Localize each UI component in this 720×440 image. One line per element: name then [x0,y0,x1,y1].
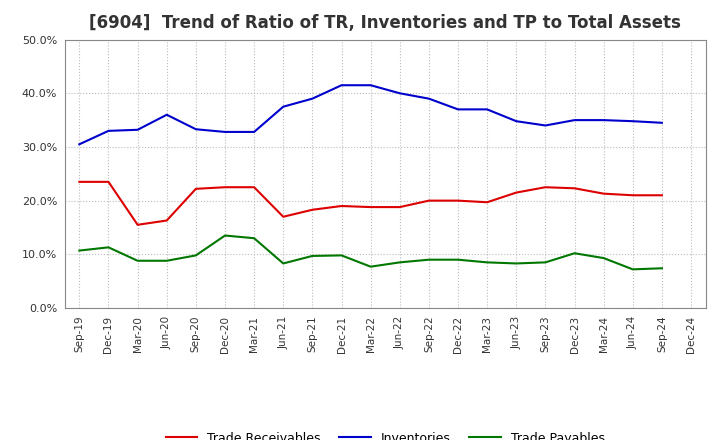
Inventories [220,129,229,135]
Trade Payables [629,267,637,272]
Inventories [512,118,521,124]
Inventories [629,118,637,124]
Trade Receivables [599,191,608,196]
Trade Receivables [570,186,579,191]
Trade Receivables [163,218,171,223]
Inventories [570,117,579,123]
Trade Payables [512,261,521,266]
Trade Payables [308,253,317,259]
Line: Trade Receivables: Trade Receivables [79,182,662,225]
Inventories [104,128,113,133]
Inventories [599,117,608,123]
Trade Receivables [366,205,375,210]
Inventories [192,127,200,132]
Inventories [250,129,258,135]
Trade Receivables [657,193,666,198]
Trade Payables [192,253,200,258]
Trade Receivables [250,185,258,190]
Trade Payables [163,258,171,264]
Trade Receivables [541,185,550,190]
Trade Payables [104,245,113,250]
Trade Receivables [395,205,404,210]
Trade Payables [541,260,550,265]
Trade Payables [454,257,462,262]
Trade Receivables [220,185,229,190]
Trade Payables [337,253,346,258]
Trade Receivables [483,200,492,205]
Inventories [337,83,346,88]
Line: Inventories: Inventories [79,85,662,144]
Trade Payables [75,248,84,253]
Inventories [75,142,84,147]
Trade Receivables [337,203,346,209]
Trade Receivables [629,193,637,198]
Inventories [454,107,462,112]
Trade Payables [395,260,404,265]
Trade Payables [250,235,258,241]
Line: Trade Payables: Trade Payables [79,235,662,269]
Inventories [133,127,142,132]
Trade Payables [366,264,375,269]
Trade Receivables [308,207,317,213]
Trade Payables [425,257,433,262]
Trade Payables [483,260,492,265]
Trade Payables [220,233,229,238]
Trade Payables [279,261,287,266]
Legend: Trade Receivables, Inventories, Trade Payables: Trade Receivables, Inventories, Trade Pa… [161,427,610,440]
Inventories [366,83,375,88]
Inventories [395,91,404,96]
Inventories [425,96,433,101]
Inventories [541,123,550,128]
Inventories [308,96,317,101]
Inventories [483,107,492,112]
Trade Receivables [425,198,433,203]
Trade Payables [133,258,142,264]
Trade Receivables [512,190,521,195]
Inventories [163,112,171,117]
Trade Receivables [454,198,462,203]
Title: [6904]  Trend of Ratio of TR, Inventories and TP to Total Assets: [6904] Trend of Ratio of TR, Inventories… [89,15,681,33]
Inventories [657,120,666,125]
Trade Receivables [104,179,113,184]
Trade Receivables [192,186,200,191]
Inventories [279,104,287,109]
Trade Receivables [75,179,84,184]
Trade Receivables [133,222,142,227]
Trade Receivables [279,214,287,220]
Trade Payables [657,266,666,271]
Trade Payables [570,251,579,256]
Trade Payables [599,256,608,261]
